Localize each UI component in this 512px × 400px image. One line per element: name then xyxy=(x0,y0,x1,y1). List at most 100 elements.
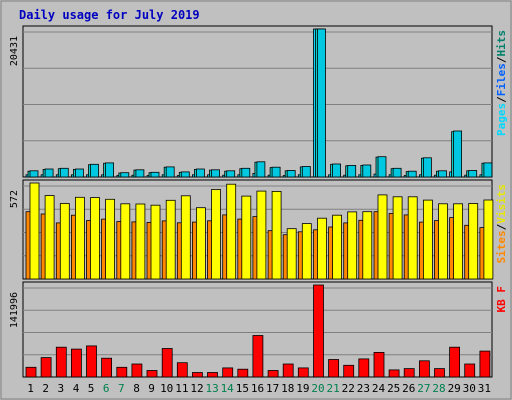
bar xyxy=(438,170,447,178)
bar xyxy=(286,228,297,280)
bar xyxy=(105,162,114,178)
bar xyxy=(373,351,385,378)
bar xyxy=(135,169,145,178)
bar xyxy=(101,357,112,378)
bar xyxy=(195,168,205,178)
bar xyxy=(90,197,100,280)
bar xyxy=(40,357,52,378)
x-tick-label: 21 xyxy=(326,382,339,395)
bar xyxy=(377,194,388,280)
legend-entry: Pages xyxy=(495,103,508,136)
x-tick-label: 28 xyxy=(432,382,445,395)
bar xyxy=(165,199,176,280)
bar xyxy=(222,367,234,378)
bar xyxy=(195,207,206,280)
bar xyxy=(332,214,343,280)
x-tick-label: 5 xyxy=(88,382,95,395)
bar xyxy=(180,171,190,178)
bar xyxy=(241,195,252,280)
bar xyxy=(407,170,417,178)
panel-legend: Sites/Visits xyxy=(495,184,508,264)
bar xyxy=(29,170,39,178)
bar xyxy=(343,364,355,378)
bar xyxy=(313,284,324,378)
chart-title: Daily usage for July 2019 xyxy=(19,8,200,22)
bar xyxy=(191,372,203,378)
bar xyxy=(252,335,264,378)
x-axis-day-labels: 1 2 3 4 5 6 7 8 9 10 11 12 13 14 15 16 17 18 19 20 21 22 23 24 2… xyxy=(27,382,491,395)
bar xyxy=(286,170,296,178)
bar xyxy=(90,163,99,178)
bar xyxy=(116,366,128,378)
bar xyxy=(434,368,445,378)
panel-sites-visits: 572 Sites/Visits xyxy=(9,179,508,280)
bar xyxy=(120,203,131,280)
panel-kbytes: 141996 KB F xyxy=(9,281,508,378)
bar xyxy=(59,167,69,178)
bar xyxy=(146,370,158,378)
bar xyxy=(453,203,464,280)
bar xyxy=(241,167,251,178)
legend-entry: Visits xyxy=(495,184,508,224)
series-kb-f xyxy=(25,284,491,378)
legend-entry: / xyxy=(495,223,508,230)
bar xyxy=(392,196,403,280)
bar xyxy=(328,359,340,378)
bar xyxy=(377,156,387,178)
bar xyxy=(105,198,115,280)
legend-entry: Hits xyxy=(495,30,508,57)
bar xyxy=(362,211,373,280)
bar xyxy=(332,163,342,178)
bar xyxy=(256,190,267,280)
bar xyxy=(271,166,281,178)
bar xyxy=(468,203,479,280)
bar xyxy=(75,168,84,178)
plot-area xyxy=(22,25,493,178)
x-tick-label: 1 xyxy=(27,382,34,395)
bar xyxy=(44,195,55,280)
bar xyxy=(271,190,282,280)
bar xyxy=(464,363,476,378)
bar xyxy=(29,182,40,280)
bar xyxy=(44,168,54,178)
x-tick-label: 12 xyxy=(190,382,203,395)
bar xyxy=(165,166,175,178)
y-axis-max-label: 141996 xyxy=(9,292,20,328)
bar xyxy=(483,199,494,280)
bar xyxy=(347,211,358,280)
y-axis-max-label: 572 xyxy=(9,190,20,208)
panel-legend: Pages/Files/Hits xyxy=(495,30,508,136)
bar xyxy=(120,172,130,178)
panel-legend: KB F xyxy=(495,286,508,313)
bar xyxy=(403,368,415,378)
bar xyxy=(282,363,294,378)
x-tick-label: 24 xyxy=(372,382,386,395)
bar xyxy=(267,370,279,378)
bar xyxy=(226,170,236,178)
bar xyxy=(176,362,188,378)
bar xyxy=(317,217,327,280)
bar xyxy=(449,346,461,378)
chart-panels: 20431Pages/Files/Hits572Sites/Visits1419… xyxy=(9,25,508,378)
x-tick-label: 8 xyxy=(133,382,140,395)
bar xyxy=(388,369,400,378)
x-tick-label: 31 xyxy=(478,382,491,395)
legend-entry: Sites xyxy=(495,230,508,263)
x-tick-label: 30 xyxy=(463,382,476,395)
legend-entry: / xyxy=(495,96,508,103)
bar xyxy=(180,195,191,280)
bar xyxy=(479,350,491,378)
x-tick-label: 14 xyxy=(221,382,235,395)
x-tick-label: 19 xyxy=(296,382,309,395)
bar xyxy=(135,203,146,280)
bar xyxy=(301,223,312,280)
legend-entry: F xyxy=(495,286,508,293)
x-tick-label: 27 xyxy=(417,382,430,395)
x-tick-label: 7 xyxy=(118,382,125,395)
x-tick-label: 2 xyxy=(42,382,49,395)
bar xyxy=(59,203,70,280)
bar xyxy=(71,348,82,378)
bar xyxy=(392,167,402,178)
